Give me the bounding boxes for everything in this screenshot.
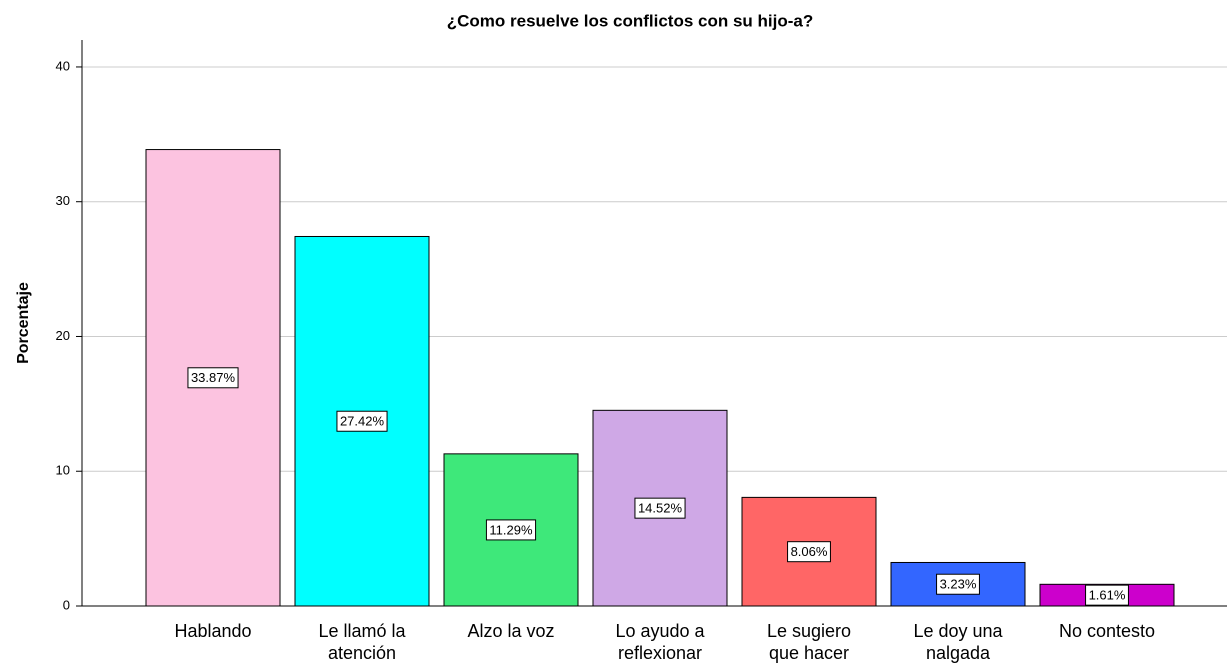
y-tick-label: 10: [56, 463, 70, 478]
y-tick-label: 40: [56, 58, 70, 73]
value-label-box: [1085, 584, 1129, 606]
value-label-box: [634, 497, 686, 519]
value-label: 3.23%: [940, 577, 977, 592]
chart-title: ¿Como resuelve los conflictos con su hij…: [447, 11, 814, 30]
y-tick-label: 0: [63, 597, 70, 612]
value-label-box: [787, 541, 831, 563]
value-label-box: [187, 367, 239, 389]
value-label: 27.42%: [340, 414, 385, 429]
value-label: 1.61%: [1089, 588, 1126, 603]
x-tick-label: Le doy una nalgada: [913, 621, 1003, 663]
y-tick-label: 30: [56, 193, 70, 208]
value-label-box: [336, 410, 388, 432]
x-tick-label: No contesto: [1059, 621, 1155, 641]
x-tick-label: Hablando: [174, 621, 251, 641]
x-tick-label: Le llamó la atención: [318, 621, 406, 663]
y-axis-title: Porcentaje: [15, 282, 32, 364]
value-label-box: [485, 519, 537, 541]
value-label: 8.06%: [791, 544, 828, 559]
x-tick-label: Lo ayudo a reflexionar: [615, 621, 705, 663]
value-label: 33.87%: [191, 370, 236, 385]
x-tick-label: Alzo la voz: [467, 621, 554, 641]
value-label: 11.29%: [489, 522, 533, 537]
x-tick-label: Le sugiero que hacer: [767, 621, 851, 663]
y-tick-label: 20: [56, 328, 70, 343]
value-label: 14.52%: [638, 501, 683, 516]
value-label-box: [936, 573, 980, 595]
